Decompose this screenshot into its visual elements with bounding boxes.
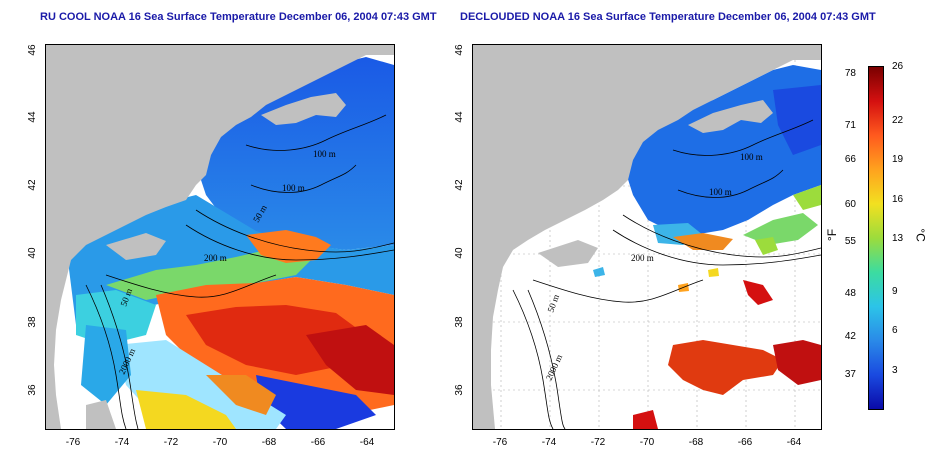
lon-tick-label: -64 (786, 437, 802, 448)
contour-label: 100 m (709, 187, 732, 197)
right-map-title: DECLOUDED NOAA 16 Sea Surface Temperatur… (460, 11, 876, 23)
lat-tick-label: 44 (27, 111, 38, 123)
lat-tick-label: 40 (27, 247, 38, 259)
contour-label: 200 m (631, 253, 654, 263)
colorbar-f-tick: 37 (844, 369, 856, 380)
colorbar-c-tick: 22 (892, 115, 904, 126)
colorbar-f-tick: 48 (844, 288, 856, 299)
colorbar-c-tick: 16 (892, 194, 904, 205)
contour-label: 100 m (740, 152, 763, 162)
lon-tick-label: -68 (261, 437, 277, 448)
colorbar-c-tick: 19 (892, 154, 904, 165)
colorbar-c-tick: 13 (892, 233, 904, 244)
fahrenheit-unit-label: °F (825, 228, 840, 242)
colorbar-c-tick: 3 (892, 365, 898, 376)
lon-tick-label: -74 (541, 437, 557, 448)
lon-tick-label: -76 (492, 437, 508, 448)
lat-tick-label: 36 (454, 384, 465, 396)
contour-label: 100 m (313, 149, 336, 159)
contour-label: 100 m (282, 183, 305, 193)
lat-tick-label: 46 (27, 44, 38, 56)
lat-tick-label: 44 (454, 111, 465, 123)
colorbar-f-tick: 66 (844, 154, 856, 165)
colorbar-f-tick: 71 (844, 120, 856, 131)
lon-tick-label: -66 (737, 437, 753, 448)
raw-sst-map: 100 m 100 m 50 m 200 m 50 m 2000 m (45, 44, 395, 430)
lat-tick-label: 38 (27, 316, 38, 328)
lon-tick-label: -70 (212, 437, 228, 448)
lat-tick-label: 38 (454, 316, 465, 328)
lon-tick-label: -66 (310, 437, 326, 448)
colorbar-c-tick: 6 (892, 325, 898, 336)
contour-label: 200 m (204, 253, 227, 263)
colorbar-f-tick: 78 (844, 68, 856, 79)
lat-tick-label: 42 (27, 179, 38, 191)
lon-tick-label: -70 (639, 437, 655, 448)
lat-tick-label: 36 (27, 384, 38, 396)
declouded-sst-map: 100 m 100 m 200 m 50 m 2000 m (472, 44, 822, 430)
declouded-sst-map-graphic: 100 m 100 m 200 m 50 m 2000 m (473, 45, 821, 429)
colorbar-c-tick: 26 (892, 61, 904, 72)
raw-sst-map-graphic: 100 m 100 m 50 m 200 m 50 m 2000 m (46, 45, 394, 429)
colorbar-c-tick: 9 (892, 286, 898, 297)
lon-tick-label: -76 (65, 437, 81, 448)
lon-tick-label: -64 (359, 437, 375, 448)
lat-tick-label: 46 (454, 44, 465, 56)
lon-tick-label: -72 (163, 437, 179, 448)
lon-tick-label: -72 (590, 437, 606, 448)
colorbar-f-tick: 60 (844, 199, 856, 210)
temperature-colorbar (868, 66, 884, 410)
lon-tick-label: -68 (688, 437, 704, 448)
left-map-title: RU COOL NOAA 16 Sea Surface Temperature … (40, 11, 437, 23)
celsius-unit-label: °C (913, 228, 928, 242)
colorbar-f-tick: 42 (844, 331, 856, 342)
lon-tick-label: -74 (114, 437, 130, 448)
colorbar-f-tick: 55 (844, 236, 856, 247)
lat-tick-label: 40 (454, 247, 465, 259)
lat-tick-label: 42 (454, 179, 465, 191)
